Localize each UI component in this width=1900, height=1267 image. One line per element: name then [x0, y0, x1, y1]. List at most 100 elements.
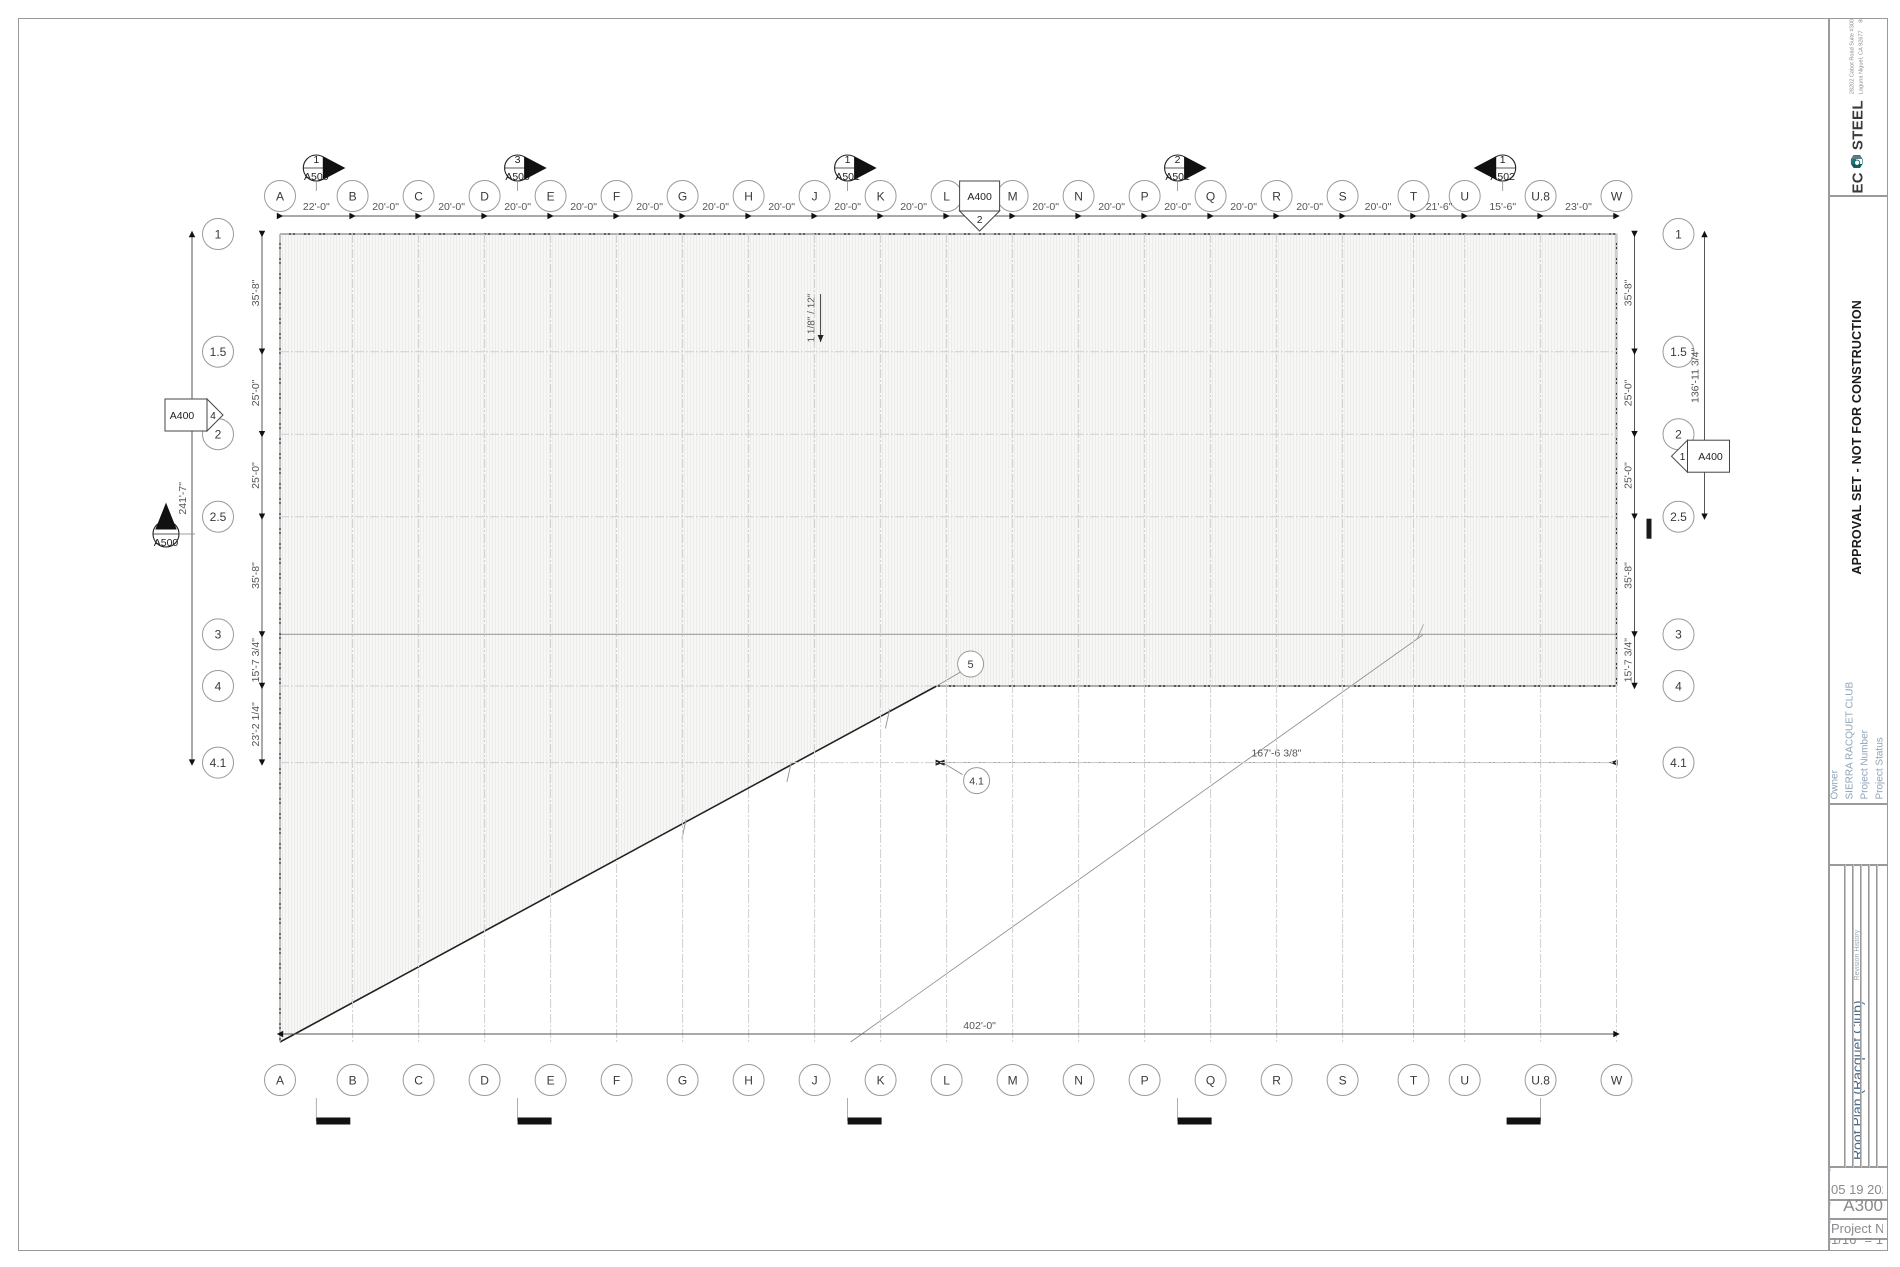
svg-text:U: U: [1460, 1073, 1469, 1087]
svg-text:1: 1: [1675, 227, 1682, 241]
svg-text:1: 1: [215, 227, 222, 241]
svg-text:Q: Q: [1206, 1073, 1215, 1087]
svg-text:M: M: [1008, 1073, 1018, 1087]
svg-text:P: P: [1141, 1073, 1149, 1087]
svg-text:D: D: [480, 1073, 489, 1087]
svg-text:20'-0": 20'-0": [1230, 201, 1257, 213]
svg-text:4.1: 4.1: [969, 775, 984, 787]
svg-text:A: A: [276, 189, 284, 203]
svg-text:25'-0": 25'-0": [250, 379, 262, 406]
svg-text:20'-0": 20'-0": [1098, 201, 1125, 213]
svg-text:25'-0": 25'-0": [250, 462, 262, 489]
svg-text:N: N: [1074, 1073, 1083, 1087]
svg-text:N: N: [1074, 189, 1083, 203]
svg-text:20'-0": 20'-0": [900, 201, 927, 213]
svg-text:20'-0": 20'-0": [768, 201, 795, 213]
svg-text:35'-8": 35'-8": [1623, 562, 1635, 589]
svg-text:2.5: 2.5: [210, 510, 227, 524]
svg-text:15'-7 3/4": 15'-7 3/4": [1623, 638, 1635, 683]
svg-text:B: B: [349, 1073, 357, 1087]
svg-text:20'-0": 20'-0": [1365, 201, 1392, 213]
svg-text:15'-6": 15'-6": [1489, 201, 1516, 213]
svg-text:J: J: [812, 1073, 818, 1087]
svg-text:E: E: [547, 189, 555, 203]
svg-text:20'-0": 20'-0": [702, 201, 729, 213]
svg-text:G: G: [678, 189, 687, 203]
svg-text:5: 5: [968, 659, 974, 671]
svg-text:U: U: [1460, 189, 1469, 203]
svg-text:U.8: U.8: [1531, 189, 1550, 203]
svg-text:20'-0": 20'-0": [834, 201, 861, 213]
svg-text:1: 1: [845, 154, 851, 166]
svg-text:4: 4: [210, 411, 216, 422]
svg-text:K: K: [877, 189, 885, 203]
svg-text:A500: A500: [154, 537, 179, 549]
svg-text:35'-8": 35'-8": [250, 562, 262, 589]
svg-text:C: C: [414, 189, 423, 203]
svg-text:T: T: [1410, 1073, 1418, 1087]
svg-text:H: H: [744, 189, 753, 203]
svg-text:20'-0": 20'-0": [1164, 201, 1191, 213]
svg-text:20'-0": 20'-0": [636, 201, 663, 213]
svg-text:1.5: 1.5: [210, 345, 227, 359]
svg-text:20'-0": 20'-0": [1296, 201, 1323, 213]
svg-text:W: W: [1611, 189, 1623, 203]
svg-text:25'-0": 25'-0": [1623, 379, 1635, 406]
svg-text:21'-6": 21'-6": [1426, 201, 1453, 213]
svg-text:1: 1: [313, 154, 319, 166]
svg-text:20'-0": 20'-0": [1032, 201, 1059, 213]
svg-text:C: C: [414, 1073, 423, 1087]
svg-text:A400: A400: [1698, 451, 1723, 463]
svg-text:4: 4: [215, 679, 222, 693]
svg-text:20'-0": 20'-0": [438, 201, 465, 213]
svg-text:136'-11 3/4": 136'-11 3/4": [1690, 348, 1702, 403]
svg-text:1: 1: [1500, 154, 1506, 166]
svg-text:23'-0": 23'-0": [1565, 201, 1592, 213]
svg-text:3: 3: [1675, 628, 1682, 642]
svg-text:3: 3: [215, 628, 222, 642]
svg-text:4.1: 4.1: [210, 756, 227, 770]
svg-text:R: R: [1272, 1073, 1281, 1087]
svg-text:402'-0": 402'-0": [963, 1020, 996, 1032]
svg-text:241'-7": 241'-7": [177, 482, 189, 515]
svg-text:35'-8": 35'-8": [1623, 279, 1635, 306]
svg-text:Q: Q: [1206, 189, 1215, 203]
svg-text:J: J: [812, 189, 818, 203]
svg-text:20'-0": 20'-0": [372, 201, 399, 213]
svg-text:F: F: [613, 189, 620, 203]
svg-text:E: E: [547, 1073, 555, 1087]
svg-text:L: L: [943, 189, 950, 203]
svg-text:4.1: 4.1: [1670, 756, 1687, 770]
svg-text:F: F: [613, 1073, 620, 1087]
svg-text:15'-7 3/4": 15'-7 3/4": [250, 638, 262, 683]
svg-text:20'-0": 20'-0": [504, 201, 531, 213]
svg-text:1: 1: [1680, 452, 1686, 463]
svg-text:2.5: 2.5: [1670, 510, 1687, 524]
svg-text:4: 4: [1675, 679, 1682, 693]
svg-text:25'-0": 25'-0": [1623, 462, 1635, 489]
svg-text:U.8: U.8: [1531, 1073, 1550, 1087]
svg-text:22'-0": 22'-0": [303, 201, 330, 213]
svg-text:2: 2: [1675, 428, 1682, 442]
svg-text:R: R: [1272, 189, 1281, 203]
svg-text:W: W: [1611, 1073, 1623, 1087]
svg-text:S: S: [1339, 1073, 1347, 1087]
svg-text:G: G: [678, 1073, 687, 1087]
svg-text:A: A: [276, 1073, 284, 1087]
svg-text:T: T: [1410, 189, 1418, 203]
svg-text:L: L: [943, 1073, 950, 1087]
svg-text:B: B: [349, 189, 357, 203]
svg-text:2: 2: [1175, 154, 1181, 166]
svg-text:1.5: 1.5: [1670, 345, 1687, 359]
svg-text:3: 3: [515, 154, 521, 166]
svg-text:20'-0": 20'-0": [570, 201, 597, 213]
svg-text:S: S: [1339, 189, 1347, 203]
svg-text:1 1/8" / 12": 1 1/8" / 12": [807, 293, 818, 342]
svg-text:D: D: [480, 189, 489, 203]
svg-text:K: K: [877, 1073, 885, 1087]
svg-text:A400: A400: [170, 410, 195, 422]
svg-text:2: 2: [215, 428, 222, 442]
svg-text:A400: A400: [967, 191, 992, 203]
svg-text:2: 2: [977, 215, 983, 226]
svg-text:M: M: [1008, 189, 1018, 203]
